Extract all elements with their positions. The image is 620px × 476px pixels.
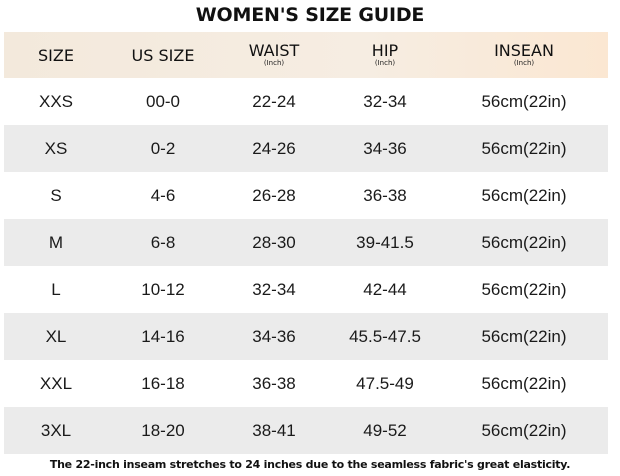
hip-cell: 36-38 — [363, 185, 407, 205]
size-cell: S — [50, 185, 62, 205]
header-cell-size: SIZE — [4, 32, 108, 78]
header-cell-us-size: US SIZE — [108, 32, 218, 78]
header-cell-insean: INSEAN (Inch) — [440, 32, 608, 78]
us-size-cell: 6-8 — [150, 232, 176, 252]
size-cell: XXL — [39, 373, 73, 393]
header-label: HIP — [371, 41, 399, 60]
page-title: WOMEN'S SIZE GUIDE — [195, 4, 425, 26]
size-cell: XXS — [38, 91, 74, 111]
header-unit: (Inch) — [374, 59, 396, 67]
size-guide-table: SIZE US SIZE WAIST (Inch) HIP (Inch) INS… — [4, 32, 608, 454]
hip-cell: 39-41.5 — [356, 232, 414, 252]
table-row: XXL 16-18 36-38 47.5-49 56cm(22in) — [4, 360, 608, 407]
size-cell: M — [48, 232, 64, 252]
table-row: L 10-12 32-34 42-44 56cm(22in) — [4, 266, 608, 313]
size-cell: XL — [45, 326, 67, 346]
waist-cell: 22-24 — [252, 91, 296, 111]
header-label: US SIZE — [131, 45, 195, 65]
header-label: INSEAN — [494, 41, 554, 60]
hip-cell: 49-52 — [363, 420, 407, 440]
waist-cell: 34-36 — [252, 326, 296, 346]
hip-cell: 45.5-47.5 — [349, 326, 421, 346]
inseam-cell: 56cm(22in) — [481, 185, 567, 205]
us-size-cell: 0-2 — [150, 138, 176, 158]
waist-cell: 32-34 — [252, 279, 296, 299]
inseam-cell: 56cm(22in) — [481, 420, 567, 440]
us-size-cell: 4-6 — [150, 185, 176, 205]
elasticity-note: The 22-inch inseam stretches to 24 inche… — [49, 458, 571, 471]
header-label: WAIST — [248, 41, 300, 60]
us-size-cell: 00-0 — [145, 91, 181, 111]
header-unit: (Inch) — [513, 59, 535, 67]
table-row: 3XL 18-20 38-41 49-52 56cm(22in) — [4, 407, 608, 454]
inseam-cell: 56cm(22in) — [481, 373, 567, 393]
hip-cell: 34-36 — [363, 138, 407, 158]
waist-cell: 36-38 — [252, 373, 296, 393]
inseam-cell: 56cm(22in) — [481, 138, 567, 158]
header-cell-waist: WAIST (Inch) — [218, 32, 330, 78]
hip-cell: 42-44 — [363, 279, 407, 299]
table-row: XL 14-16 34-36 45.5-47.5 56cm(22in) — [4, 313, 608, 360]
size-cell: 3XL — [40, 420, 72, 440]
us-size-cell: 18-20 — [141, 420, 185, 440]
hip-cell: 47.5-49 — [356, 373, 414, 393]
waist-cell: 24-26 — [252, 138, 296, 158]
us-size-cell: 16-18 — [141, 373, 185, 393]
table-row: XS 0-2 24-26 34-36 56cm(22in) — [4, 125, 608, 172]
us-size-cell: 14-16 — [141, 326, 185, 346]
header-cell-hip: HIP (Inch) — [330, 32, 440, 78]
waist-cell: 28-30 — [252, 232, 296, 252]
us-size-cell: 10-12 — [141, 279, 185, 299]
size-cell: XS — [44, 138, 68, 158]
size-cell: L — [51, 279, 61, 299]
inseam-cell: 56cm(22in) — [481, 232, 567, 252]
waist-cell: 38-41 — [252, 420, 296, 440]
inseam-cell: 56cm(22in) — [481, 279, 567, 299]
table-row: M 6-8 28-30 39-41.5 56cm(22in) — [4, 219, 608, 266]
header-label: SIZE — [38, 45, 74, 65]
hip-cell: 32-34 — [363, 91, 407, 111]
table-row: S 4-6 26-28 36-38 56cm(22in) — [4, 172, 608, 219]
header-unit: (Inch) — [263, 59, 285, 67]
inseam-cell: 56cm(22in) — [481, 326, 567, 346]
table-header-row: SIZE US SIZE WAIST (Inch) HIP (Inch) INS… — [4, 32, 608, 78]
inseam-cell: 56cm(22in) — [481, 91, 567, 111]
table-row: XXS 00-0 22-24 32-34 56cm(22in) — [4, 78, 608, 125]
waist-cell: 26-28 — [252, 185, 296, 205]
